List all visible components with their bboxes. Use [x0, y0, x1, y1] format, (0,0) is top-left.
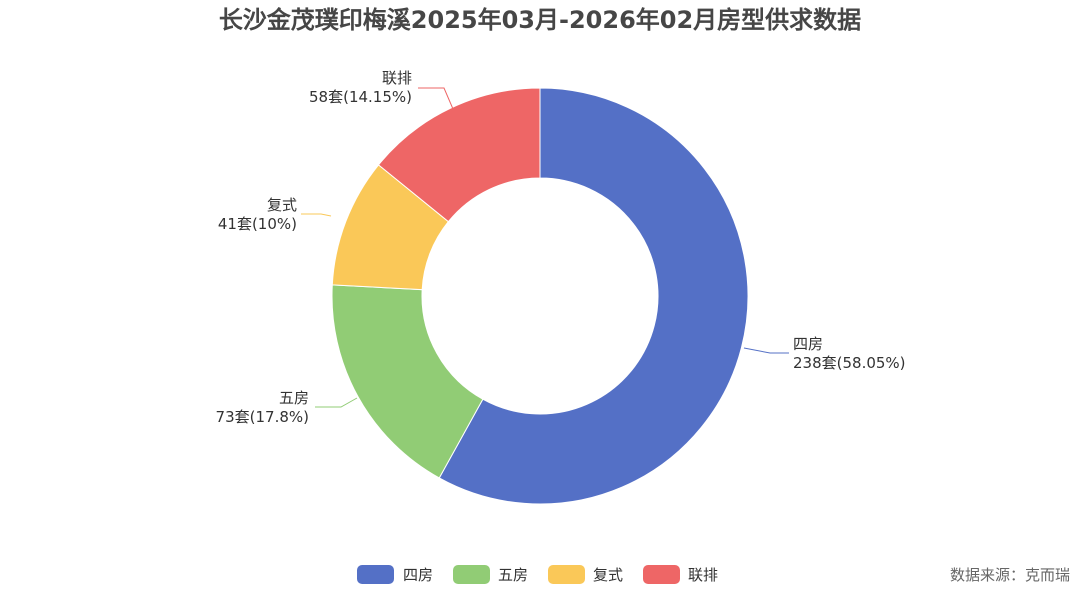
- legend-swatch-联排: [643, 565, 680, 584]
- legend: 四房 五房 复式 联排: [357, 565, 718, 584]
- pie-slice-联排[interactable]: [377, 87, 541, 223]
- legend-swatch-四房: [357, 565, 394, 584]
- legend-item-四房[interactable]: 四房: [357, 565, 433, 584]
- leader-line-联排: [418, 87, 454, 110]
- chart-title: 长沙金茂璞印梅溪2025年03月-2026年02月房型供求数据: [219, 6, 861, 34]
- legend-label-四房: 四房: [403, 566, 433, 584]
- slice-label-联排: 联排 58套(14.15%): [309, 69, 412, 106]
- legend-label-五房: 五房: [498, 566, 528, 584]
- leader-line-复式: [301, 213, 332, 217]
- legend-label-复式: 复式: [593, 566, 623, 584]
- slice-label-五房: 五房 73套(17.8%): [216, 389, 309, 426]
- pie-slice-四房[interactable]: [438, 87, 749, 505]
- pie-slices: [331, 87, 749, 505]
- legend-label-联排: 联排: [688, 566, 718, 584]
- slice-value-四房: 238套(58.05%): [793, 354, 906, 372]
- slice-value-五房: 73套(17.8%): [216, 408, 309, 426]
- slice-value-复式: 41套(10%): [218, 215, 297, 233]
- slice-name-联排: 联排: [382, 69, 412, 87]
- leader-line-四房: [743, 347, 789, 354]
- legend-swatch-五房: [453, 565, 490, 584]
- slice-name-五房: 五房: [279, 389, 309, 407]
- legend-swatch-复式: [548, 565, 585, 584]
- leader-line-五房: [315, 397, 358, 408]
- slice-value-联排: 58套(14.15%): [309, 88, 412, 106]
- slice-name-四房: 四房: [793, 335, 823, 353]
- legend-item-联排[interactable]: 联排: [643, 565, 718, 584]
- slice-label-四房: 四房 238套(58.05%): [793, 335, 906, 372]
- legend-item-五房[interactable]: 五房: [453, 565, 528, 584]
- data-source: 数据来源：克而瑞: [950, 566, 1070, 584]
- leader-lines: [301, 87, 789, 408]
- slice-name-复式: 复式: [267, 196, 297, 214]
- pie-slice-五房[interactable]: [331, 284, 484, 479]
- legend-item-复式[interactable]: 复式: [548, 565, 623, 584]
- slice-label-复式: 复式 41套(10%): [218, 196, 297, 233]
